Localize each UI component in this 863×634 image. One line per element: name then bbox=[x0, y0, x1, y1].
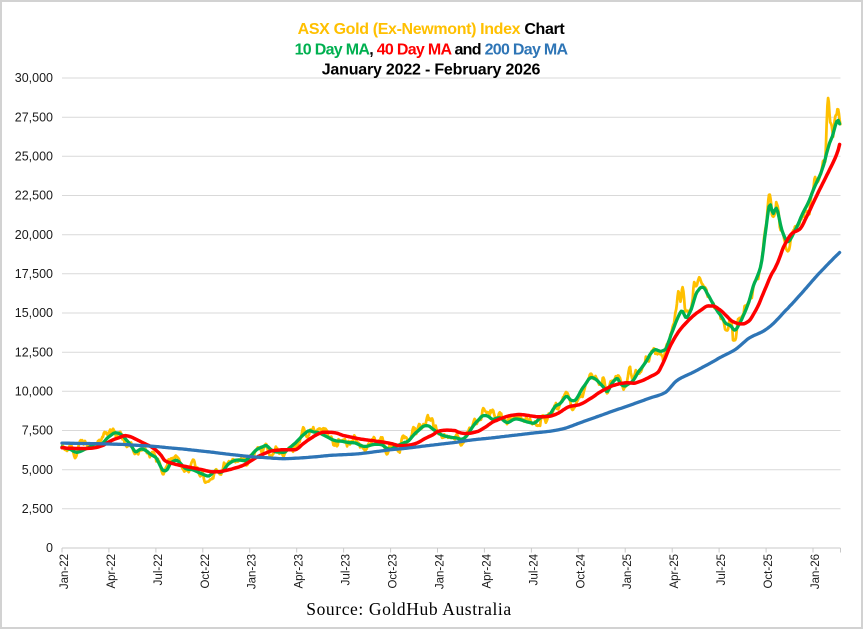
svg-text:Jan-25: Jan-25 bbox=[622, 554, 634, 589]
svg-text:10,000: 10,000 bbox=[15, 385, 53, 399]
svg-text:25,000: 25,000 bbox=[15, 150, 53, 164]
svg-text:Apr-24: Apr-24 bbox=[481, 553, 493, 588]
svg-text:0: 0 bbox=[46, 541, 53, 555]
svg-text:Oct-23: Oct-23 bbox=[388, 554, 400, 589]
svg-text:January 2022 - February 2026: January 2022 - February 2026 bbox=[322, 62, 541, 79]
svg-text:20,000: 20,000 bbox=[15, 228, 53, 242]
svg-text:5,000: 5,000 bbox=[22, 463, 53, 477]
svg-text:Oct-22: Oct-22 bbox=[200, 554, 212, 589]
svg-text:17,500: 17,500 bbox=[15, 267, 53, 281]
svg-text:Jan-22: Jan-22 bbox=[59, 554, 71, 589]
svg-text:27,500: 27,500 bbox=[15, 110, 53, 124]
svg-text:Jul-24: Jul-24 bbox=[528, 553, 540, 585]
svg-text:Source: GoldHub Australia: Source: GoldHub Australia bbox=[306, 599, 512, 619]
svg-text:2,500: 2,500 bbox=[22, 502, 53, 516]
svg-text:15,000: 15,000 bbox=[15, 306, 53, 320]
svg-text:Jan-24: Jan-24 bbox=[435, 553, 447, 589]
svg-text:22,500: 22,500 bbox=[15, 189, 53, 203]
svg-text:Jul-23: Jul-23 bbox=[341, 554, 353, 585]
svg-text:Jan-23: Jan-23 bbox=[247, 554, 259, 589]
svg-text:ASX Gold (Ex-Newmont) Index Ch: ASX Gold (Ex-Newmont) Index Chart bbox=[298, 21, 566, 38]
svg-text:Jul-22: Jul-22 bbox=[153, 554, 165, 585]
svg-text:12,500: 12,500 bbox=[15, 345, 53, 359]
svg-text:Apr-25: Apr-25 bbox=[669, 554, 681, 589]
svg-text:Apr-23: Apr-23 bbox=[294, 554, 306, 589]
svg-text:Apr-22: Apr-22 bbox=[106, 554, 118, 589]
svg-text:7,500: 7,500 bbox=[22, 424, 53, 438]
svg-text:Jan-26: Jan-26 bbox=[810, 554, 822, 589]
svg-text:Oct-24: Oct-24 bbox=[575, 553, 587, 588]
svg-text:Oct-25: Oct-25 bbox=[763, 554, 775, 589]
svg-text:Jul-25: Jul-25 bbox=[716, 554, 728, 585]
svg-text:30,000: 30,000 bbox=[15, 71, 53, 85]
svg-text:10 Day MA, 40 Day MA and 200 D: 10 Day MA, 40 Day MA and 200 Day MA bbox=[295, 42, 569, 59]
